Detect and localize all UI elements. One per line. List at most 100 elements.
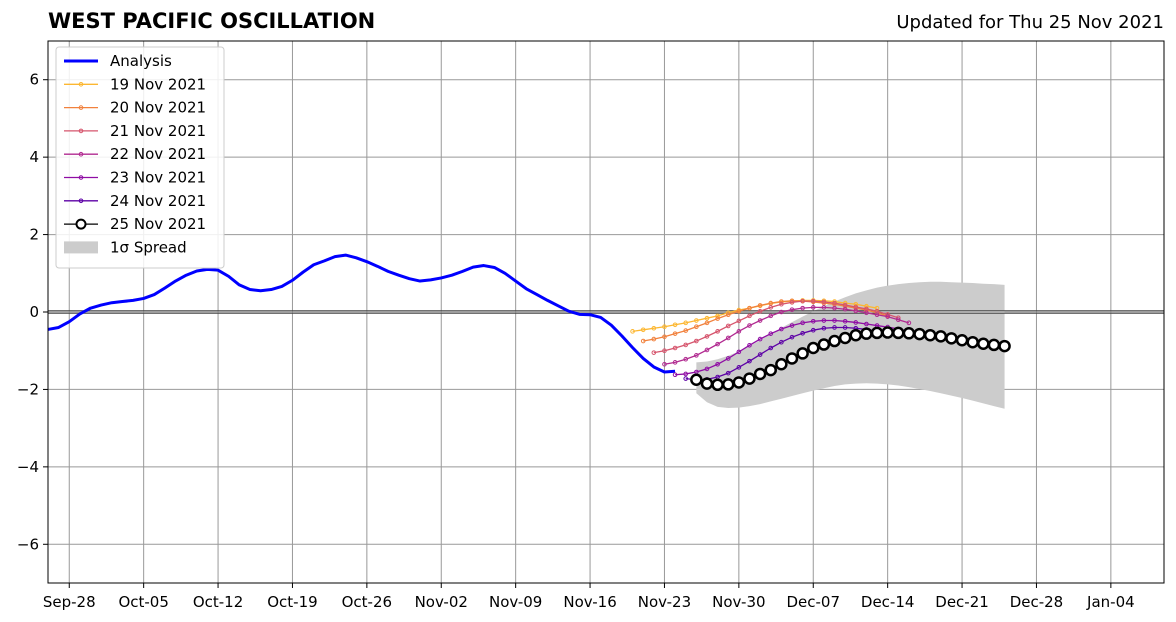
forecast-marker	[768, 305, 774, 310]
y-axis-ticks: 6 4 2 0 −2 −4 −6	[17, 71, 48, 553]
legend-marker	[75, 218, 87, 230]
forecast-marker	[768, 331, 774, 336]
forecast-marker	[672, 331, 678, 336]
forecast-marker	[966, 335, 979, 349]
legend-label: 21 Nov 2021	[110, 122, 206, 140]
legend-marker	[78, 175, 84, 180]
forecast-marker	[721, 378, 735, 391]
updated-label: Updated for Thu 25 Nov 2021	[896, 12, 1164, 33]
forecast-series	[672, 318, 912, 378]
forecast-marker	[715, 341, 720, 347]
forecast-marker	[779, 299, 784, 304]
x-tick-label: Oct-12	[193, 593, 243, 611]
forecast-marker	[832, 318, 837, 323]
forecast-marker	[800, 305, 805, 311]
forecast-marker	[842, 325, 848, 330]
forecast-marker	[895, 317, 901, 323]
x-tick-label: Dec-21	[935, 593, 989, 611]
forecast-marker	[874, 312, 880, 318]
forecast-marker	[704, 315, 710, 321]
chart-title: WEST PACIFIC OSCILLATION	[48, 9, 376, 33]
forecast-marker	[934, 330, 948, 343]
forecast-marker	[747, 305, 752, 311]
legend-marker	[78, 198, 84, 204]
legend-label: 23 Nov 2021	[110, 169, 206, 187]
x-tick-label: Dec-07	[786, 593, 840, 611]
forecast-marker	[832, 325, 837, 330]
x-tick-label: Nov-09	[489, 593, 542, 611]
forecast-marker	[736, 365, 742, 370]
forecast-marker	[725, 312, 731, 318]
forecast-marker	[789, 300, 795, 305]
legend-swatch	[64, 241, 98, 254]
forecast-marker	[662, 324, 667, 330]
forecast-marker	[998, 339, 1011, 353]
forecast-marker	[704, 320, 710, 326]
legend-marker	[78, 105, 84, 110]
legend-label: Analysis	[110, 52, 172, 70]
forecast-marker	[860, 327, 873, 340]
forecast-marker	[747, 358, 752, 364]
forecast-marker	[810, 327, 816, 333]
forecast-marker	[821, 325, 827, 331]
forecast-marker	[913, 327, 926, 341]
forecast-marker	[725, 323, 731, 329]
forecast-marker	[817, 338, 831, 351]
forecast-marker	[736, 349, 742, 355]
forecast-marker	[775, 358, 788, 371]
legend: Analysis 19 Nov 2021 20 Nov 2021 21 Nov 202…	[55, 46, 225, 269]
forecast-marker	[736, 329, 742, 334]
forecast-marker	[832, 305, 837, 311]
forecast-marker	[853, 320, 859, 325]
forecast-marker	[821, 299, 827, 305]
forecast-marker	[779, 326, 784, 332]
forecast-marker	[672, 345, 678, 351]
forecast-marker	[640, 338, 646, 344]
forecast-marker	[842, 302, 848, 308]
x-tick-label: Jan-04	[1086, 593, 1135, 611]
forecast-marker	[955, 334, 969, 347]
forecast-marker	[838, 331, 852, 345]
forecast-marker	[796, 347, 809, 360]
x-tick-label: Oct-26	[342, 593, 392, 611]
legend-label: 22 Nov 2021	[110, 145, 206, 163]
forecast-marker	[736, 318, 742, 324]
forecast-marker	[694, 324, 699, 330]
legend-label: 25 Nov 2021	[110, 215, 206, 233]
forecast-marker	[715, 313, 720, 319]
forecast-marker	[785, 352, 799, 365]
forecast-marker	[662, 334, 667, 340]
forecast-marker	[725, 335, 731, 341]
forecast-marker	[743, 372, 756, 385]
forecast-marker	[870, 326, 884, 340]
forecast-marker	[849, 328, 863, 342]
forecast-marker	[779, 301, 784, 307]
forecast-marker	[683, 320, 689, 326]
forecast-marker	[753, 367, 767, 381]
forecast-marker	[885, 314, 890, 319]
legend-marker	[78, 151, 84, 157]
forecast-marker	[757, 308, 763, 314]
forecast-marker	[711, 378, 724, 392]
forecast-marker	[821, 305, 827, 310]
forecast-marker	[757, 318, 763, 323]
x-tick-label: Nov-30	[712, 593, 765, 611]
forecast-marker	[768, 313, 774, 319]
forecast-marker	[807, 341, 820, 355]
forecast-marker	[747, 323, 752, 328]
forecast-marker	[715, 361, 720, 367]
forecast-marker	[945, 332, 958, 345]
forecast-marker	[800, 298, 805, 304]
forecast-marker	[694, 338, 699, 344]
forecast-marker	[842, 306, 848, 312]
forecast-marker	[906, 320, 912, 326]
forecast-marker	[779, 309, 784, 315]
forecast-marker	[923, 328, 937, 342]
forecast-marker	[853, 308, 859, 314]
forecast-marker	[694, 353, 699, 358]
forecast-marker	[789, 334, 795, 340]
forecast-marker	[725, 370, 731, 376]
forecast-marker	[800, 320, 805, 326]
forecast-marker	[800, 330, 805, 336]
